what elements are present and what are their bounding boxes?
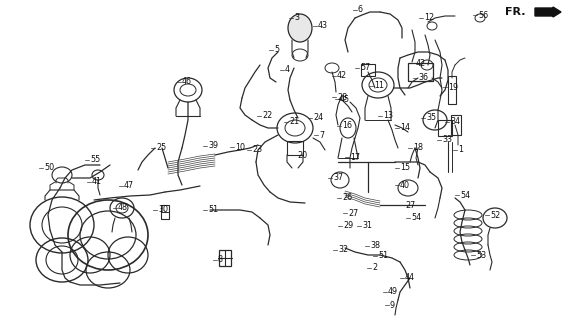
Text: 37: 37 <box>333 173 343 182</box>
Text: 42: 42 <box>337 71 347 81</box>
Text: 46: 46 <box>182 77 192 86</box>
Text: 6: 6 <box>358 5 363 14</box>
Text: 7: 7 <box>319 131 324 140</box>
Text: 35: 35 <box>426 114 436 123</box>
Text: 33: 33 <box>442 135 452 145</box>
Text: 12: 12 <box>424 13 434 22</box>
Text: 27: 27 <box>405 201 415 210</box>
Text: 13: 13 <box>383 111 393 121</box>
Text: 55: 55 <box>90 156 100 164</box>
Text: 30: 30 <box>158 205 168 214</box>
Text: 47: 47 <box>124 181 134 190</box>
Text: 24: 24 <box>313 114 323 123</box>
Text: 2: 2 <box>372 263 377 273</box>
Bar <box>287 141 303 155</box>
Text: 27: 27 <box>348 209 358 218</box>
Text: 53: 53 <box>476 251 486 260</box>
Text: 15: 15 <box>400 164 410 172</box>
Text: FR.: FR. <box>505 7 525 17</box>
Bar <box>451 115 461 135</box>
Text: 54: 54 <box>460 190 470 199</box>
Text: 8: 8 <box>218 255 223 265</box>
Text: 17: 17 <box>350 153 360 162</box>
Text: 54: 54 <box>411 213 421 222</box>
Text: 36: 36 <box>418 74 428 83</box>
Text: 52: 52 <box>490 211 500 220</box>
Text: 34: 34 <box>450 117 460 126</box>
Text: 50: 50 <box>44 164 54 172</box>
Text: 14: 14 <box>400 124 410 132</box>
Text: 21: 21 <box>289 117 299 126</box>
Text: 4: 4 <box>285 66 290 75</box>
Text: 48: 48 <box>118 204 128 212</box>
Text: 11: 11 <box>374 82 384 91</box>
Text: 56: 56 <box>478 11 488 20</box>
Text: 10: 10 <box>235 142 245 151</box>
Text: 26: 26 <box>342 194 352 203</box>
Text: 19: 19 <box>448 83 458 92</box>
FancyArrow shape <box>535 7 561 17</box>
Text: 51: 51 <box>378 252 388 260</box>
Ellipse shape <box>288 14 312 42</box>
Bar <box>407 63 433 81</box>
Text: 51: 51 <box>208 205 218 214</box>
Text: 3: 3 <box>294 13 299 22</box>
Text: 5: 5 <box>274 45 279 54</box>
Text: 32: 32 <box>338 245 348 254</box>
Text: 38: 38 <box>370 242 380 251</box>
Text: 22: 22 <box>262 111 272 121</box>
Text: 49: 49 <box>388 287 398 297</box>
Text: 28: 28 <box>337 92 347 101</box>
Bar <box>161 205 169 219</box>
Text: 45: 45 <box>340 94 350 103</box>
Text: 29: 29 <box>343 221 353 230</box>
Text: 18: 18 <box>413 143 423 153</box>
Bar <box>438 120 452 136</box>
Text: 23: 23 <box>252 146 262 155</box>
Text: 31: 31 <box>362 221 372 230</box>
Bar <box>219 250 231 266</box>
Text: 57: 57 <box>360 63 370 73</box>
Text: 20: 20 <box>297 150 307 159</box>
Text: 25: 25 <box>156 143 166 153</box>
Bar <box>448 76 456 104</box>
Text: 39: 39 <box>208 141 218 150</box>
Text: 40: 40 <box>400 180 410 189</box>
Text: 43: 43 <box>318 21 328 30</box>
Bar <box>361 64 375 76</box>
Text: 44: 44 <box>405 274 415 283</box>
Text: 42: 42 <box>416 59 426 68</box>
Text: 9: 9 <box>390 300 395 309</box>
Text: 41: 41 <box>92 178 102 187</box>
Text: 16: 16 <box>342 122 352 131</box>
Text: 1: 1 <box>458 146 463 155</box>
